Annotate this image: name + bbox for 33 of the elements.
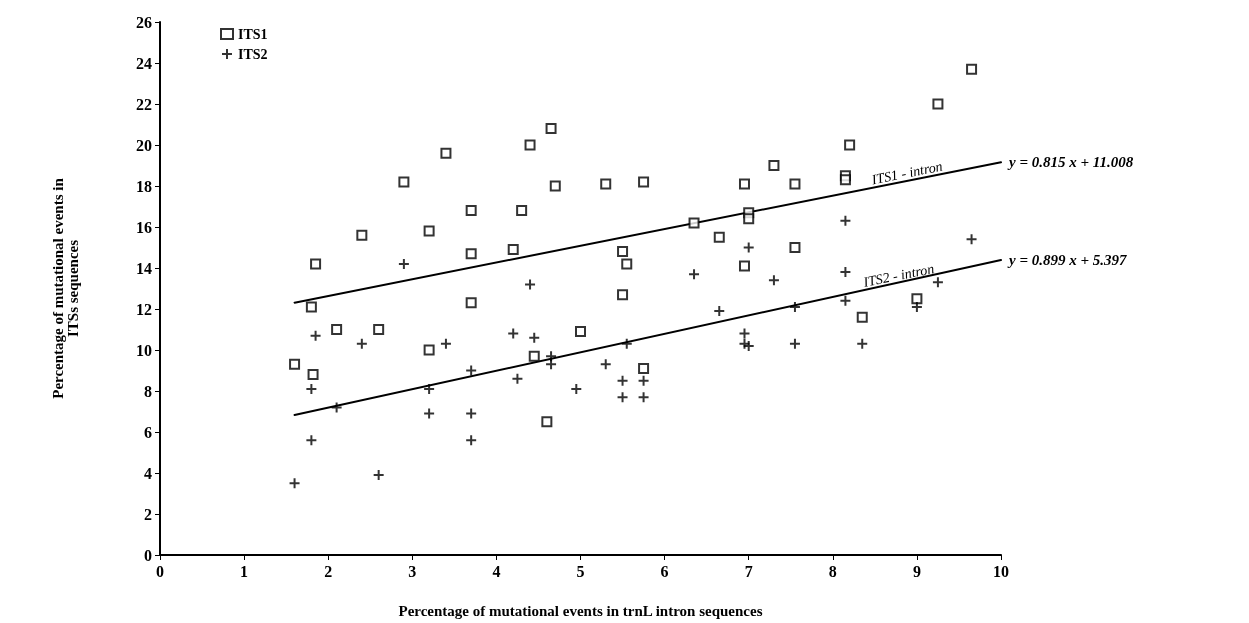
x-tick-label: 7 (744, 562, 753, 580)
legend-label: ITS2 (238, 46, 268, 62)
y-tick-label: 0 (144, 546, 152, 564)
annotation: ITS1 - intron (869, 158, 944, 188)
x-tick-label: 4 (492, 562, 501, 580)
x-tick-label: 9 (912, 562, 921, 580)
x-tick-label: 0 (156, 562, 164, 580)
y-tick-label: 18 (136, 177, 152, 195)
x-tick-label: 5 (576, 562, 585, 580)
y-tick-label: 6 (144, 423, 152, 441)
x-tick-label: 2 (324, 562, 333, 580)
x-tick-label: 10 (993, 562, 1009, 580)
y-axis-title: Percentage of mutational events in ITSs sequences (49, 177, 81, 399)
x-axis-title: Percentage of mutational events in trnL intron sequences (398, 602, 763, 619)
x-tick-label: 3 (408, 562, 417, 580)
y-tick-label: 26 (136, 13, 152, 31)
y-tick-label: 4 (144, 464, 152, 482)
y-tick-label: 8 (144, 382, 152, 400)
annotation: y = 0.815 x + 11.008 (1007, 154, 1134, 171)
y-tick-label: 24 (136, 54, 152, 72)
y-tick-label: 16 (136, 218, 152, 236)
annotation: ITS2 - intron (861, 261, 936, 291)
y-tick-label: 22 (136, 95, 152, 113)
y-tick-label: 12 (136, 300, 152, 318)
x-tick-label: 8 (828, 562, 837, 580)
x-tick-label: 6 (660, 562, 669, 580)
legend-label: ITS1 (238, 26, 268, 42)
annotation: y = 0.899 x + 5.397 (1007, 252, 1127, 269)
y-tick-label: 20 (136, 136, 152, 154)
y-tick-label: 2 (144, 505, 152, 523)
y-tick-label: 10 (136, 341, 152, 359)
y-tick-label: 14 (136, 259, 152, 277)
x-tick-label: 1 (240, 562, 249, 580)
